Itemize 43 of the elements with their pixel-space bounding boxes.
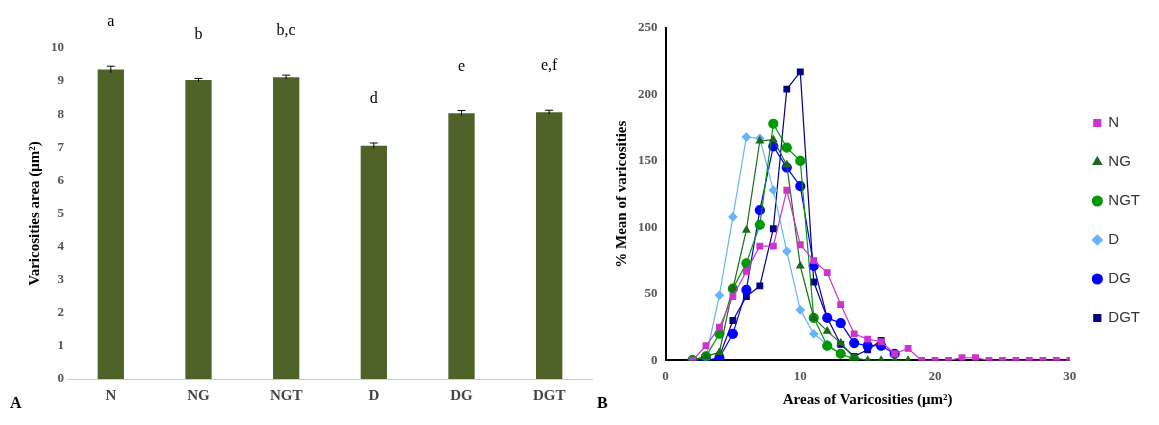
- y-tick-label: 3: [57, 271, 65, 287]
- legend-label: NGT: [1108, 191, 1141, 209]
- y-axis-title: % Mean of varicosities: [612, 120, 629, 268]
- y-tick-label: 10: [51, 39, 64, 55]
- y-tick-label: 5: [57, 204, 65, 220]
- x-tick-label: D: [368, 386, 380, 403]
- y-tick-label: 100: [638, 218, 658, 234]
- y-tick-label: 50: [644, 285, 658, 301]
- y-tick-label: 4: [57, 237, 65, 253]
- y-tick-label: 250: [638, 19, 658, 35]
- x-tick-label: 20: [928, 367, 942, 383]
- x-tick-label: DG: [450, 386, 474, 403]
- legend-label: D: [1108, 230, 1120, 248]
- x-tick-label: NGT: [269, 386, 303, 403]
- y-tick-label: 9: [57, 72, 65, 88]
- y-axis-title: Varicosities area (μm²): [25, 141, 43, 286]
- legend-label: DGT: [1108, 308, 1141, 326]
- x-tick-label: NG: [187, 386, 211, 403]
- y-tick-label: 7: [57, 138, 65, 154]
- legend-label: N: [1108, 113, 1120, 131]
- y-tick-label: 1: [57, 337, 64, 353]
- annotation: e,f: [540, 56, 559, 74]
- text: B: [597, 394, 608, 412]
- x-axis-title: Areas of Varicosities (μm²): [782, 390, 953, 408]
- y-tick-label: 200: [638, 85, 658, 101]
- x-tick-label: DGT: [532, 386, 566, 403]
- text: a: [107, 12, 115, 30]
- legend-label: DG: [1108, 269, 1131, 287]
- annotation: d: [369, 89, 378, 107]
- y-tick-label: 150: [638, 152, 658, 168]
- y-tick-label: 0: [651, 351, 658, 367]
- y-tick-label: 6: [57, 171, 65, 187]
- text: b: [194, 24, 203, 42]
- x-tick-label: 0: [662, 367, 669, 383]
- x-tick-label: 10: [793, 367, 807, 383]
- x-tick-label: 30: [1063, 367, 1077, 383]
- y-tick-label: 2: [57, 304, 64, 320]
- text: b,c: [276, 21, 296, 39]
- x-tick-label: N: [105, 386, 117, 403]
- annotation: e: [457, 56, 466, 74]
- legend-label: NG: [1108, 152, 1131, 170]
- y-tick-label: 8: [57, 105, 65, 121]
- text: A: [10, 394, 22, 412]
